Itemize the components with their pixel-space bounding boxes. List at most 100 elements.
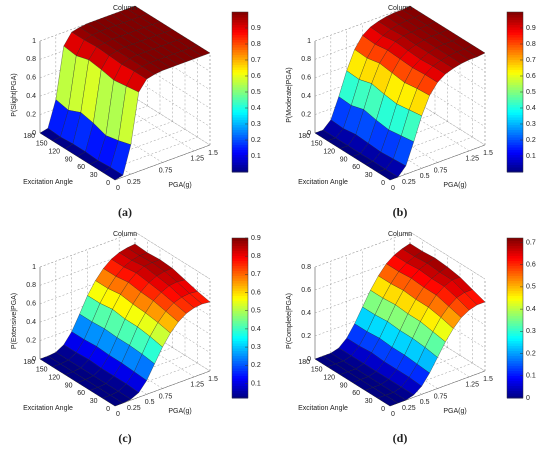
z-tick-label: 0.8 <box>301 56 311 63</box>
colorbar-cell <box>232 268 248 271</box>
colorbar-cell <box>232 154 248 158</box>
colorbar-cell <box>232 42 248 45</box>
colorbar-tick-label: 0.6 <box>526 262 536 269</box>
x-axis-label: PGA(g) <box>443 408 466 415</box>
x-tick-label: 0.75 <box>159 393 173 400</box>
y-tick-label: 60 <box>352 390 360 397</box>
colorbar-cell <box>232 338 248 341</box>
x-tick-label: 1.5 <box>483 150 493 157</box>
colorbar-cell <box>232 260 248 264</box>
chart-title: Column <box>113 5 137 12</box>
colorbar-cell <box>507 24 523 28</box>
colorbar-tick-label: 0.1 <box>526 153 536 160</box>
colorbar-cell <box>507 365 523 369</box>
grid-line <box>114 144 211 181</box>
colorbar-cell <box>232 57 248 60</box>
colorbar-cell <box>507 355 523 359</box>
x-tick-label: 0 <box>116 411 120 418</box>
z-tick-label: 0 <box>32 356 36 363</box>
y-axis-label: Excitation Angle <box>23 179 73 186</box>
x-tick-label: 1.5 <box>208 376 218 383</box>
colorbar-cell <box>507 330 523 334</box>
colorbar-cell <box>232 167 248 170</box>
colorbar-cell <box>507 22 523 25</box>
colorbar-cell <box>507 52 523 55</box>
colorbar-cell <box>507 159 523 163</box>
surface-cell <box>377 395 399 407</box>
colorbar-tick-label: 0.8 <box>251 41 261 48</box>
colorbar-tick-label: 0.6 <box>251 73 261 80</box>
colorbar-cell <box>232 159 248 163</box>
colorbar-cell <box>232 64 248 68</box>
colorbar-tick-label: 0.9 <box>251 235 261 242</box>
colorbar-cell <box>232 109 248 113</box>
colorbar-cell <box>507 340 523 344</box>
colorbar-cell <box>507 368 523 371</box>
colorbar-cell <box>507 308 523 311</box>
z-tick-label: 0 <box>307 356 311 363</box>
colorbar-tick-label: 0.1 <box>251 380 261 387</box>
y-tick-label: 180 <box>23 133 35 140</box>
colorbar-cell <box>507 107 523 110</box>
x-tick-label: 0.25 <box>402 405 416 412</box>
grid-line <box>314 5 411 42</box>
colorbar-cell <box>507 82 523 85</box>
colorbar-tick-label: 0.4 <box>526 306 536 313</box>
colorbar-cell <box>232 320 248 324</box>
x-axis-label: PGA(g) <box>168 182 191 189</box>
colorbar-cell <box>507 167 523 170</box>
colorbar-cell <box>232 355 248 359</box>
colorbar-cell <box>232 62 248 65</box>
colorbar-cell <box>232 395 248 399</box>
colorbar-cell <box>232 79 248 83</box>
colorbar-cell <box>232 353 248 356</box>
colorbar-tick-label: 0.2 <box>251 137 261 144</box>
colorbar-cell <box>507 67 523 70</box>
z-tick-label: 1 <box>32 264 36 271</box>
y-tick-label: 150 <box>36 141 48 148</box>
colorbar-cell <box>507 345 523 349</box>
colorbar-cell <box>507 335 523 339</box>
y-tick-label: 90 <box>65 382 73 389</box>
colorbar-cell <box>232 54 248 58</box>
colorbar-cell <box>507 42 523 45</box>
colorbar-cell <box>232 390 248 394</box>
colorbar-cell <box>232 285 248 289</box>
colorbar-cell <box>232 142 248 145</box>
colorbar-cell <box>232 255 248 259</box>
colorbar-cell <box>507 258 523 261</box>
x-tick-label: 1.25 <box>190 156 204 163</box>
colorbar-cell <box>507 162 523 165</box>
colorbar-tick-label: 0.5 <box>526 284 536 291</box>
z-tick-label: 0.6 <box>26 75 36 82</box>
colorbar-cell <box>232 94 248 98</box>
colorbar-cell <box>232 278 248 281</box>
colorbar-cell <box>507 19 523 23</box>
y-tick-label: 60 <box>77 164 85 171</box>
colorbar-cell <box>507 343 523 346</box>
colorbar-cell <box>232 240 248 244</box>
colorbar-tick-label: 0.3 <box>526 328 536 335</box>
colorbar-cell <box>507 157 523 160</box>
colorbar-cell <box>232 137 248 140</box>
chart-title: Column <box>388 231 412 238</box>
colorbar-cell <box>232 134 248 138</box>
z-axis-label: P(Slight|PGA) <box>11 73 18 116</box>
colorbar-cell <box>507 92 523 95</box>
x-tick-label: 0.25 <box>402 179 416 186</box>
colorbar-cell <box>507 17 523 20</box>
panel: 0 0.2 0.4 0.6 0.8 1 0 0.25 0.5 0.75 1.25 1.5 0 30 60 90… <box>11 231 261 445</box>
colorbar-cell <box>232 270 248 274</box>
colorbar-tick-label: 0.4 <box>251 105 261 112</box>
colorbar-cell <box>232 149 248 153</box>
colorbar-cell <box>507 142 523 145</box>
colorbar-cell <box>507 154 523 158</box>
z-tick-label: 0.2 <box>301 333 311 340</box>
colorbar-cell <box>507 144 523 148</box>
colorbar-cell <box>232 368 248 371</box>
colorbar-cell <box>507 240 523 244</box>
colorbar-cell <box>507 119 523 123</box>
colorbar-cell <box>507 34 523 38</box>
y-tick-label: 90 <box>340 156 348 163</box>
colorbar-cell <box>507 127 523 130</box>
